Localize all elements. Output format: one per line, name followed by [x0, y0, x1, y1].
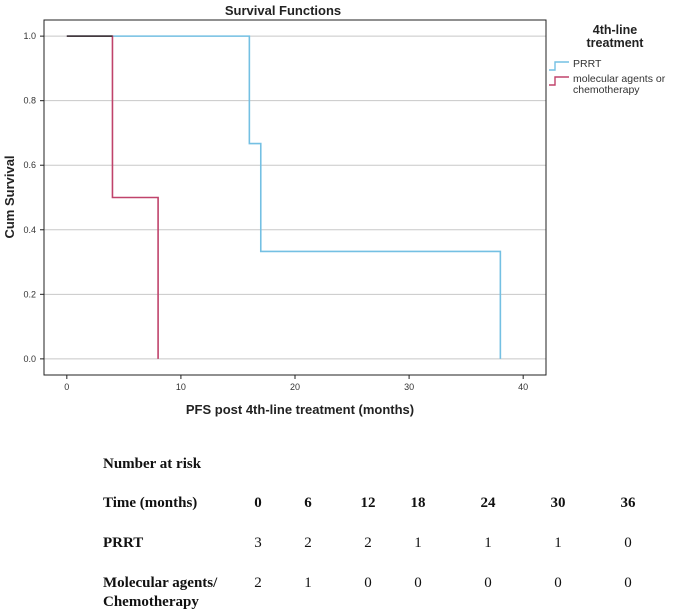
- chart-title: Survival Functions: [225, 3, 341, 18]
- y-axis-label: Cum Survival: [2, 155, 17, 238]
- risk-time-value: 6: [304, 495, 312, 511]
- risk-row-label: Molecular agents/: [103, 575, 218, 591]
- risk-row-value: 0: [624, 575, 632, 591]
- series-line-0: [66, 35, 502, 359]
- x-axis-label: PFS post 4th-line treatment (months): [186, 402, 414, 417]
- risk-row-label: PRRT: [103, 535, 144, 551]
- x-tick-label: 40: [518, 382, 528, 392]
- x-tick-label: 20: [290, 382, 300, 392]
- y-tick-label: 1.0: [23, 31, 36, 41]
- x-tick-label: 10: [176, 382, 186, 392]
- risk-time-value: 12: [360, 495, 376, 511]
- risk-time-value: 36: [620, 495, 636, 511]
- risk-row-value: 2: [364, 535, 372, 551]
- risk-time-value: 0: [254, 495, 262, 511]
- legend-label: PRRT: [573, 58, 602, 70]
- risk-row-value: 0: [484, 575, 492, 591]
- risk-row-value: 2: [254, 575, 262, 591]
- x-tick-label: 30: [404, 382, 414, 392]
- risk-row-value: 3: [254, 535, 262, 551]
- risk-row-value: 2: [304, 535, 312, 551]
- legend-swatch: [549, 76, 569, 86]
- legend-label: molecular agents or: [573, 73, 666, 85]
- y-tick-label: 0.8: [23, 96, 36, 106]
- risk-table-heading: Number at risk: [103, 456, 202, 472]
- risk-time-value: 30: [550, 495, 566, 511]
- y-tick-label: 0.4: [23, 225, 36, 235]
- y-tick-label: 0.2: [23, 289, 36, 299]
- risk-row-value: 1: [304, 575, 312, 591]
- survival-chart: Survival Functions 0.0 0.2 0.4 0.6 0.8 1.0 0 1…: [2, 3, 666, 417]
- risk-time-label: Time (months): [103, 495, 198, 511]
- y-tick-label: 0.6: [23, 160, 36, 170]
- risk-row-value: 0: [414, 575, 422, 591]
- series-group: [66, 35, 502, 359]
- risk-row-value: 1: [554, 535, 562, 551]
- risk-row-value: 0: [364, 575, 372, 591]
- risk-time-value: 18: [410, 495, 426, 511]
- risk-time-value: 24: [480, 495, 496, 511]
- risk-row-label: Chemotherapy: [103, 594, 199, 610]
- risk-table: Number at risk Time (months) 0 6 12 18 24 30 3…: [0, 440, 687, 615]
- series-line-1: [66, 35, 159, 359]
- y-axis-ticks: 0.0 0.2 0.4 0.6 0.8 1.0: [23, 31, 44, 364]
- risk-row-value: 0: [554, 575, 562, 591]
- legend-label: chemotherapy: [573, 84, 640, 96]
- risk-row-value: 0: [624, 535, 632, 551]
- legend-item: PRRT: [549, 58, 602, 71]
- x-tick-label: 0: [64, 382, 69, 392]
- risk-row-value: 1: [414, 535, 422, 551]
- risk-row-value: 1: [484, 535, 492, 551]
- legend-title: 4th-line: [593, 23, 637, 37]
- x-axis-ticks: 0 10 20 30 40: [64, 375, 528, 392]
- y-tick-label: 0.0: [23, 354, 36, 364]
- legend-swatch: [549, 61, 569, 71]
- legend-title: treatment: [587, 36, 645, 50]
